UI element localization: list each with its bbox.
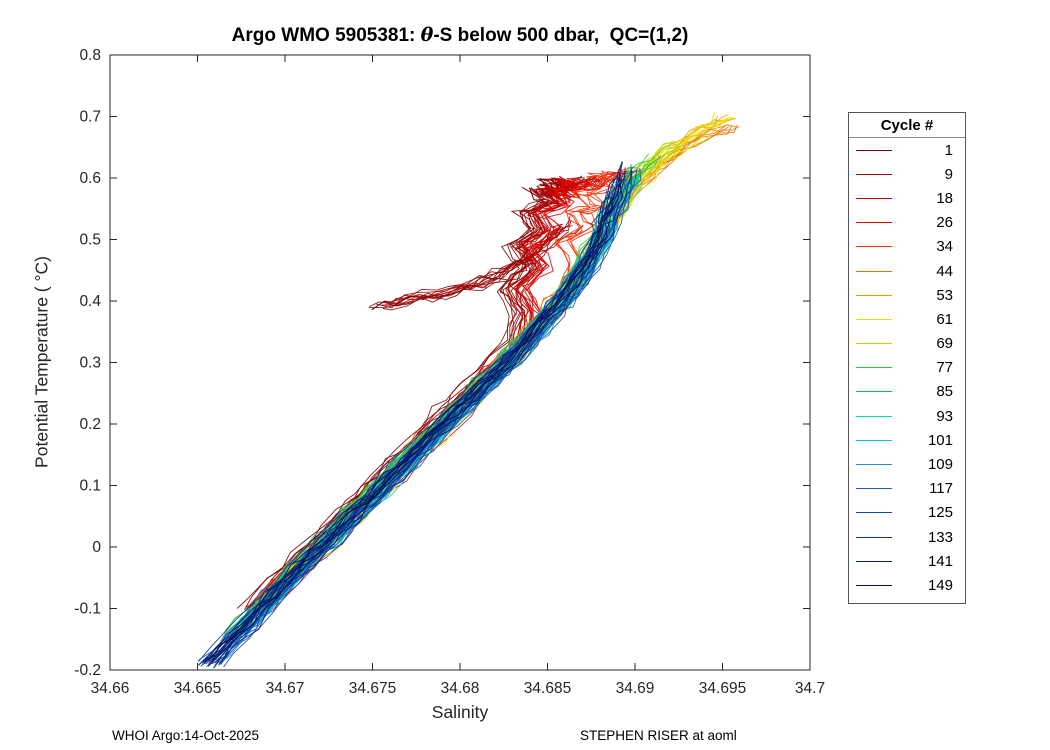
legend-label: 69 xyxy=(936,335,953,353)
y-tick-label: 0.7 xyxy=(79,109,101,126)
legend-label: 85 xyxy=(936,383,953,401)
x-tick-label: 34.695 xyxy=(699,680,746,697)
y-tick-label: 0.5 xyxy=(79,232,101,249)
legend-line-sample xyxy=(856,149,892,151)
legend-line-sample xyxy=(856,512,892,514)
legend-entry: 109 xyxy=(849,452,965,476)
legend-label: 34 xyxy=(936,238,953,256)
legend-label: 125 xyxy=(927,504,953,522)
legend-line-sample xyxy=(856,560,892,562)
y-tick-label: 0.8 xyxy=(79,47,101,64)
x-tick-label: 34.665 xyxy=(174,680,221,697)
y-axis-label: Potential Temperature ( °C) xyxy=(31,256,52,468)
series-lines xyxy=(198,112,740,669)
x-tick-label: 34.675 xyxy=(349,680,396,697)
legend-line-sample xyxy=(856,488,892,490)
legend-entry: 85 xyxy=(849,380,965,404)
legend-title: Cycle # xyxy=(849,113,965,138)
footer-left-text: WHOI Argo:14-Oct-2025 xyxy=(112,728,260,743)
legend-line-sample xyxy=(856,246,892,248)
title-theta-symbol: θ xyxy=(420,24,434,46)
legend-box: Cycle # 1 9 18 26 34 44 53 61 69 77 85 93 101 109 117 1… xyxy=(848,112,966,604)
legend-label: 1 xyxy=(944,141,953,159)
legend-line-sample xyxy=(856,584,892,586)
legend-label: 44 xyxy=(936,262,953,280)
legend-label: 18 xyxy=(936,189,953,207)
legend-line-sample xyxy=(856,536,892,538)
page-title: Argo WMO 5905381: θ-S below 500 dbar, QC… xyxy=(110,24,810,47)
legend-entry: 44 xyxy=(849,259,965,283)
legend-label: 133 xyxy=(927,528,953,546)
legend-entry: 141 xyxy=(849,549,965,573)
legend-line-sample xyxy=(856,197,892,199)
title-suffix: -S below 500 dbar, QC=(1,2) xyxy=(433,25,689,46)
legend-line-sample xyxy=(856,439,892,441)
legend-entries: 1 9 18 26 34 44 53 61 69 77 85 93 101 109 117 125 133 141… xyxy=(849,138,965,598)
legend-label: 77 xyxy=(936,359,953,377)
legend-entry: 9 xyxy=(849,162,965,186)
legend-line-sample xyxy=(856,270,892,272)
axes: 34.66 34.665 34.67 34.675 34.68 34.685 34.69 34… xyxy=(74,47,825,697)
legend-line-sample xyxy=(856,343,892,345)
y-tick-label: 0.1 xyxy=(79,478,101,495)
x-tick-label: 34.69 xyxy=(616,680,655,697)
y-tick-label: 0 xyxy=(92,539,101,556)
legend-label: 109 xyxy=(927,456,953,474)
legend-entry: 26 xyxy=(849,211,965,235)
x-tick-label: 34.685 xyxy=(524,680,571,697)
legend-entry: 93 xyxy=(849,404,965,428)
legend-label: 101 xyxy=(927,431,953,449)
x-tick-label: 34.7 xyxy=(795,680,825,697)
legend-label: 93 xyxy=(936,407,953,425)
legend-line-sample xyxy=(856,415,892,417)
legend-entry: 77 xyxy=(849,356,965,380)
x-tick-label: 34.68 xyxy=(441,680,480,697)
legend-entry: 53 xyxy=(849,283,965,307)
legend-entry: 149 xyxy=(849,573,965,597)
legend-line-sample xyxy=(856,173,892,175)
legend-line-sample xyxy=(856,367,892,369)
legend-entry: 125 xyxy=(849,501,965,525)
legend-entry: 69 xyxy=(849,332,965,356)
legend-entry: 1 xyxy=(849,138,965,162)
y-tick-label: 0.2 xyxy=(79,416,101,433)
legend-label: 61 xyxy=(936,310,953,328)
legend-label: 9 xyxy=(944,165,953,183)
title-prefix: Argo WMO 5905381: xyxy=(231,25,421,46)
y-tick-label: 0.4 xyxy=(79,293,101,310)
legend-entry: 18 xyxy=(849,186,965,210)
y-tick-label: -0.2 xyxy=(74,662,101,679)
footer-right-text: STEPHEN RISER at aoml xyxy=(580,728,737,743)
x-axis-label: Salinity xyxy=(431,702,489,722)
legend-line-sample xyxy=(856,391,892,393)
legend-entry: 61 xyxy=(849,307,965,331)
legend-line-sample xyxy=(856,294,892,296)
legend-label: 117 xyxy=(929,480,953,498)
legend-label: 141 xyxy=(927,552,953,570)
y-tick-label: 0.6 xyxy=(79,170,101,187)
legend-line-sample xyxy=(856,222,892,224)
legend-entry: 117 xyxy=(849,477,965,501)
y-tick-label: 0.3 xyxy=(79,355,101,372)
legend-line-sample xyxy=(856,464,892,466)
legend-line-sample xyxy=(856,318,892,320)
x-tick-label: 34.66 xyxy=(91,680,130,697)
legend-label: 149 xyxy=(927,576,953,594)
legend-entry: 34 xyxy=(849,235,965,259)
legend-entry: 133 xyxy=(849,525,965,549)
legend-label: 26 xyxy=(936,214,953,232)
legend-label: 53 xyxy=(936,286,953,304)
y-tick-label: -0.1 xyxy=(74,601,101,618)
legend-entry: 101 xyxy=(849,428,965,452)
x-tick-label: 34.67 xyxy=(266,680,305,697)
